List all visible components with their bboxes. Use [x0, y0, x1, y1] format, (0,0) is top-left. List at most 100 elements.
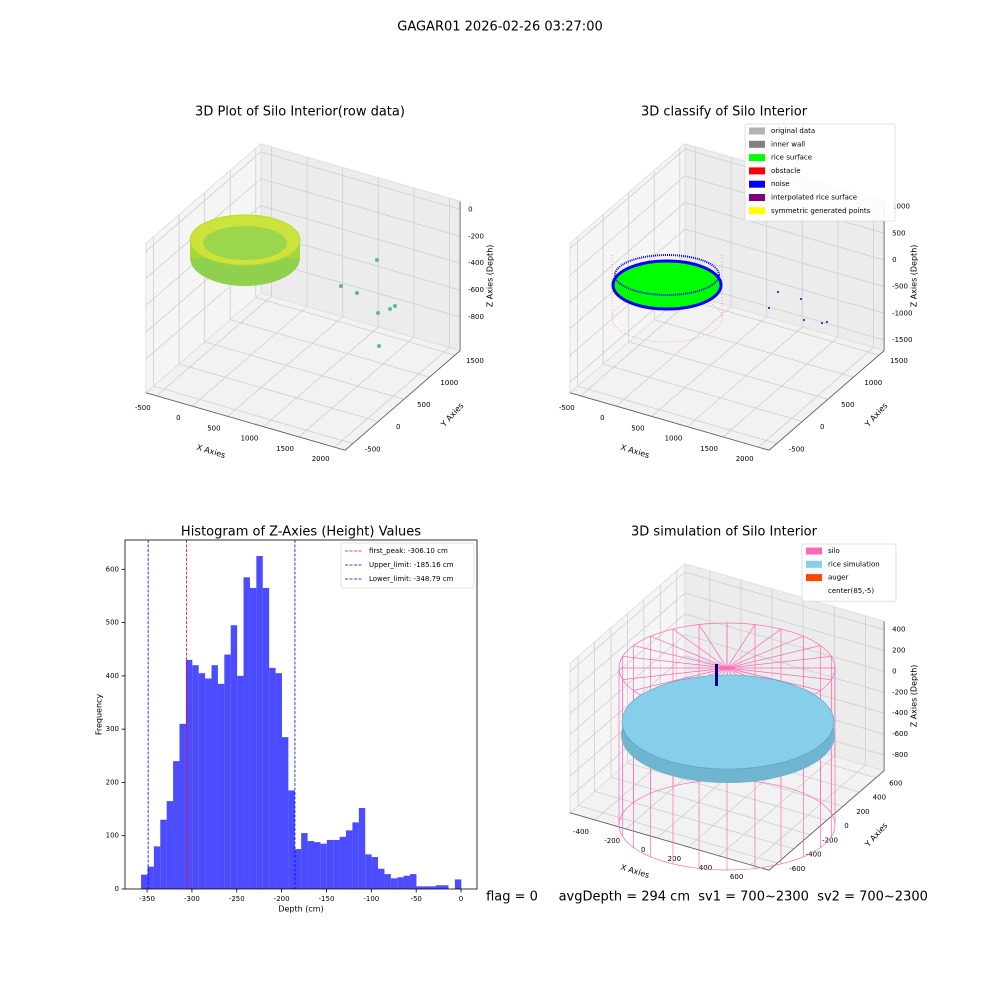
z-tick-label: -200: [468, 232, 484, 240]
z-tick-label: 200: [892, 647, 905, 655]
z-tick-label: -1000: [892, 309, 912, 317]
histogram-bar: [160, 819, 167, 889]
silo-spoke: [726, 656, 832, 669]
x-tick-label: 1000: [665, 435, 683, 443]
histogram-bar: [211, 665, 218, 889]
grid-line: [569, 592, 686, 693]
legend-label: auger: [828, 574, 848, 582]
legend-swatch: [806, 587, 822, 595]
auger: [715, 664, 718, 686]
grid-line: [722, 336, 839, 438]
histogram-bar: [429, 886, 436, 889]
legend-box: [801, 543, 897, 602]
grid-line: [684, 228, 885, 288]
histogram-bar: [301, 833, 308, 889]
grid-line: [577, 385, 777, 444]
histogram-bar: [269, 667, 276, 889]
y-tick-label: 1000: [864, 379, 882, 387]
x-tick-label: -300: [184, 895, 200, 903]
histogram-bar: [288, 790, 295, 889]
grid-line: [569, 634, 686, 735]
histogram-bar: [313, 842, 321, 889]
legend-box: [744, 123, 896, 222]
histogram-bar: [153, 846, 161, 889]
y-tick-label: 0: [844, 822, 848, 830]
y-axis-line: [768, 770, 885, 871]
histogram-bar: [237, 675, 244, 889]
x-tick-label: -500: [135, 404, 151, 412]
y-axis-label: Y Axies: [863, 401, 890, 429]
grid-line: [569, 571, 686, 673]
y-axis-label: Y Axies: [439, 401, 466, 429]
grid-line: [179, 363, 379, 422]
legend-swatch: [749, 127, 765, 135]
histogram-bar: [198, 673, 206, 889]
y-tick-label: 600: [106, 565, 119, 573]
legend-label: rice surface: [771, 154, 812, 162]
histogram-bar: [192, 665, 199, 889]
histogram-bar: [326, 839, 334, 889]
histogram-bar: [384, 874, 391, 889]
grid-line: [255, 297, 456, 356]
histogram-bar: [185, 659, 193, 889]
grid-line: [684, 255, 885, 314]
z-tick-label: 0: [892, 667, 896, 675]
histogram-bar: [454, 879, 462, 889]
legend-label: original data: [771, 127, 815, 135]
outlier-point: [376, 311, 380, 315]
histogram-bar: [390, 878, 398, 889]
silo-spoke: [633, 645, 728, 669]
histogram-bar: [422, 886, 430, 889]
legend-swatch: [749, 194, 765, 201]
grid-line: [610, 776, 811, 836]
histogram-bar: [230, 625, 238, 889]
x-tick-label: 1500: [700, 445, 718, 453]
y-axis-line: [344, 350, 461, 451]
x-tick-label: 0: [176, 414, 180, 422]
outlier-point: [339, 284, 343, 288]
histogram-bar: [435, 885, 443, 889]
silo-spoke: [650, 635, 728, 669]
histogram-bar: [442, 885, 449, 889]
histogram-bar: [307, 841, 314, 889]
y-tick-label: 1500: [466, 357, 484, 365]
legend-swatch: [749, 154, 765, 162]
footer-text: flag = 0 avgDepth = 294 cm sv1 = 700~230…: [486, 890, 928, 905]
histogram-bar: [365, 854, 372, 889]
y-tick-label: 200: [856, 808, 869, 816]
z-tick-label: -800: [892, 751, 908, 759]
y-tick-label: -500: [365, 445, 381, 453]
z-tick-label: 0: [892, 256, 896, 264]
legend-swatch: [749, 180, 765, 188]
silo-spoke: [726, 635, 804, 669]
outlier-point: [388, 307, 392, 311]
outlier-point: [393, 304, 397, 308]
z-tick-label: -1500: [892, 336, 912, 344]
silo-spoke: [633, 667, 728, 691]
x-tick-label: -200: [274, 895, 290, 903]
y-tick-label: -600: [789, 865, 805, 873]
z-tick-label: -400: [892, 709, 908, 717]
x-axis-line: [569, 812, 770, 871]
histogram-bar: [243, 577, 250, 889]
x-tick-label: -150: [319, 895, 335, 903]
chart-title: 3D Plot of Silo Interior(row data): [195, 105, 405, 120]
x-tick-label: 0: [641, 846, 645, 854]
z-axis-label: Z Axies (Depth): [486, 245, 495, 308]
x-tick-label: 2000: [312, 455, 330, 463]
x-tick-label: 200: [668, 855, 681, 863]
legend-swatch: [806, 574, 822, 582]
histogram-bar: [416, 886, 423, 889]
grid-line: [687, 326, 803, 427]
grid-line: [679, 297, 880, 356]
z-axis-label: Z Axies (Depth): [910, 665, 919, 728]
rice-top: [621, 674, 835, 770]
silo-spoke: [726, 628, 782, 669]
y-axis-line: [768, 350, 885, 451]
legend-swatch: [749, 167, 765, 175]
y-tick-label: 600: [889, 780, 902, 788]
x-tick-label: 600: [730, 873, 743, 881]
grid-line: [594, 791, 794, 850]
x-tick-label: 500: [631, 424, 644, 432]
